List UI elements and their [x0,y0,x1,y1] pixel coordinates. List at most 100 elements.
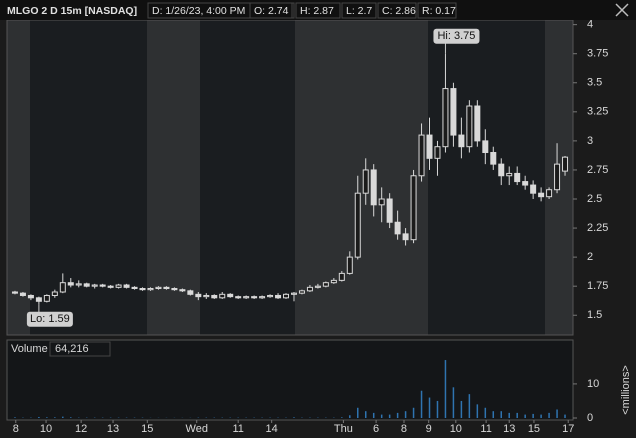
session-band [30,20,147,335]
candle-body [235,296,242,299]
x-tick-label: 13 [503,423,515,435]
volume-y-tick-label: 10 [587,378,599,390]
candle-body [378,198,385,206]
x-tick-label: 6 [373,423,379,435]
volume-last: 64,216 [55,343,89,355]
x-tick-label: 13 [107,423,119,435]
candle-body [354,192,361,258]
header-open: O: 2.74 [254,5,289,17]
volume-bar [428,397,431,418]
volume-bar [436,400,439,418]
volume-bar [388,414,391,418]
candle-body [243,296,250,299]
candle-body [99,284,106,287]
icon-stroke [615,3,629,17]
candle-body [314,285,321,288]
candle-body [115,284,122,288]
session-band [295,20,428,335]
candle-body [283,293,290,299]
volume-bar [452,387,455,418]
volume-bar [492,411,495,418]
candle-body [163,286,170,290]
header-close: C: 2.86 [382,5,416,17]
x-tick-label: 11 [232,423,243,435]
x-tick-label: 17 [562,423,574,435]
candle-body [370,169,377,206]
candle-body [322,282,329,287]
candle-body [458,134,465,148]
header-range: R: 0.17 [422,5,456,17]
session-band [200,20,295,335]
candle-body [466,105,473,148]
candle-body [59,282,66,293]
candle-body [290,292,297,295]
volume-bar [396,412,399,418]
candle-body [155,286,162,290]
candle-body [123,284,130,288]
candle-body [442,88,449,148]
candle-body [482,140,489,154]
candle-body [522,181,529,186]
y-tick-label: 3 [587,135,593,147]
candle-body [43,294,50,302]
session-band [7,20,30,335]
candle-body [330,279,337,284]
candle-body [434,146,441,159]
annotation-box [433,28,480,44]
candle-body [546,189,553,198]
candle-body [11,291,18,294]
session-band [147,20,200,335]
candle-body [227,293,234,298]
candle-body [171,288,178,291]
volume-bar [524,414,526,418]
x-tick-label: 15 [528,423,540,435]
header-box [249,2,295,19]
volume-bar [54,417,56,418]
candle-body [450,88,457,136]
candle-body [338,272,345,281]
volume-title: Volume [11,343,48,355]
header-low: L: 2.7 [346,5,372,17]
volume-bar [540,414,542,418]
y-tick-label: 3.5 [587,77,602,89]
settings-icon[interactable] [615,3,629,17]
candle-body [386,198,393,223]
x-tick-label: 14 [266,423,278,435]
x-tick-label: 11 [480,423,491,435]
y-tick-label: 2 [587,251,593,263]
volume-bar [364,411,367,418]
candle-body [426,134,433,159]
volume-bar [516,412,518,418]
candle-body [67,282,74,286]
y-tick-label: 3.25 [587,106,608,118]
candle-body [219,293,226,299]
header-bar [0,0,636,20]
candle-body [402,233,409,241]
candle-body [298,290,305,294]
volume-bar [372,412,375,418]
candle-body [506,172,513,177]
candle-body [19,292,26,296]
candle-body [91,284,98,287]
candle-body [538,192,545,198]
x-tick-label: 8 [401,423,407,435]
volume-bar [62,416,64,418]
volume-bar [293,417,295,418]
candle-body [554,163,561,191]
candle-body [530,184,537,194]
candle-body [27,294,34,299]
x-tick-label: 12 [75,423,87,435]
volume-bar [412,407,415,418]
volume-bar [508,412,510,418]
volume-bar [357,407,359,418]
header-high: H: 2.87 [300,5,334,17]
x-tick-label: 8 [13,423,19,435]
candle-body [267,294,274,298]
volume-bar [484,407,487,418]
candle-body [51,291,58,296]
volume-bar [532,413,534,418]
volume-bar [476,404,479,418]
candle-body [346,256,353,274]
candle-body [131,286,138,290]
